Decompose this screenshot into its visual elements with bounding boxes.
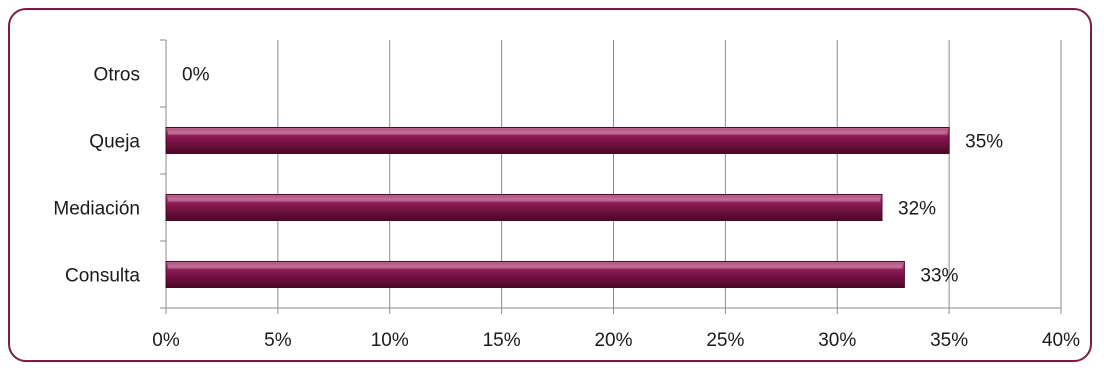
- category-label: Mediación: [53, 199, 140, 220]
- x-tick-label: 0%: [152, 330, 180, 351]
- bars: [165, 127, 950, 288]
- x-tick-label: 15%: [483, 330, 521, 351]
- category-label: Otros: [94, 65, 140, 86]
- labels: 0% 5% 10% 15% 20% 25% 30% 35% 40% Otros 0% Queja 35%…: [53, 65, 1080, 352]
- x-tick-label: 25%: [706, 330, 744, 351]
- data-label: 32%: [898, 199, 936, 220]
- data-label: 35%: [965, 132, 1003, 153]
- data-label: 33%: [920, 266, 958, 287]
- data-label: 0%: [182, 65, 210, 86]
- x-tick-label: 40%: [1042, 330, 1080, 351]
- x-tick-label: 35%: [930, 330, 968, 351]
- x-tick-label: 20%: [594, 330, 632, 351]
- category-label: Queja: [89, 132, 140, 153]
- bar-highlight: [168, 264, 903, 269]
- category-label: Consulta: [65, 266, 140, 287]
- x-tick-label: 5%: [264, 330, 292, 351]
- bar-highlight: [168, 130, 948, 135]
- bar-highlight: [168, 197, 880, 202]
- x-tick-label: 10%: [371, 330, 409, 351]
- axes: [160, 39, 1062, 314]
- chart-frame: [8, 8, 1092, 362]
- x-tick-label: 30%: [818, 330, 856, 351]
